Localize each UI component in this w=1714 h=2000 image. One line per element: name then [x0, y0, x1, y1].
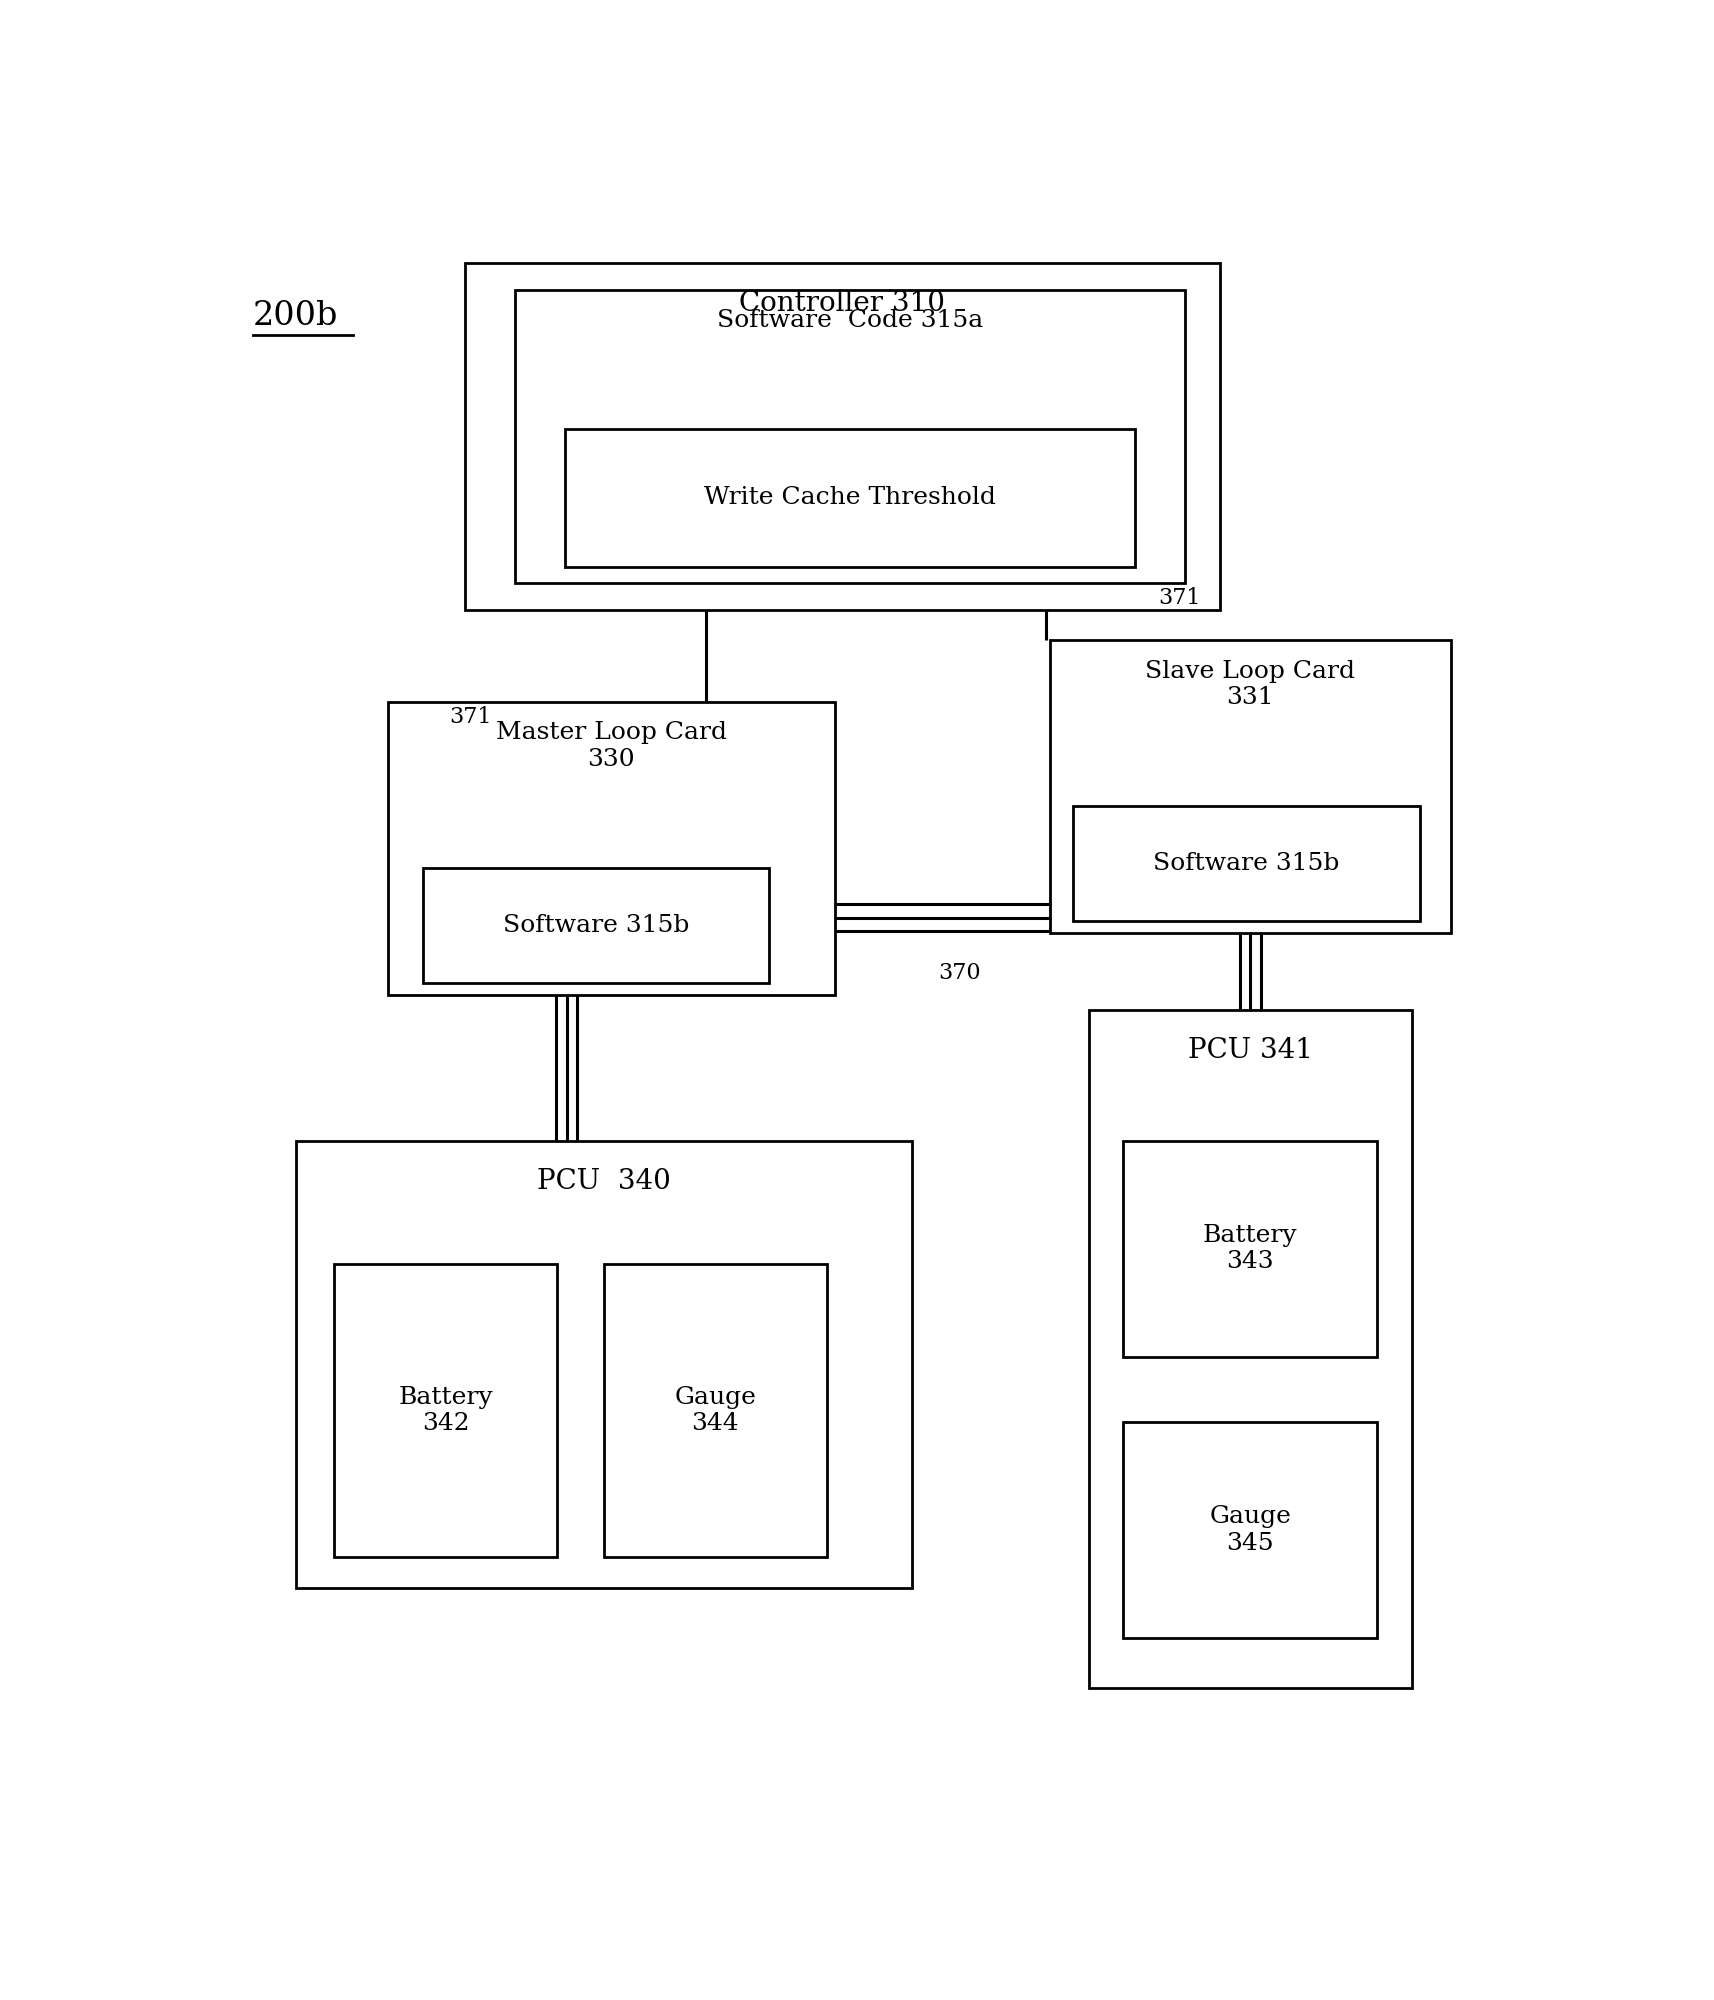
Bar — [334, 1264, 557, 1556]
Bar — [423, 868, 770, 984]
Bar — [603, 1264, 826, 1556]
Bar — [387, 702, 835, 994]
Text: Controller 310: Controller 310 — [739, 290, 944, 318]
Text: Master Loop Card
330: Master Loop Card 330 — [495, 722, 727, 770]
Text: PCU  340: PCU 340 — [536, 1168, 670, 1194]
Bar — [1123, 1422, 1378, 1638]
Bar — [1073, 806, 1419, 922]
Bar — [295, 1140, 912, 1588]
Text: 200b: 200b — [254, 300, 339, 332]
Text: Battery
342: Battery 342 — [398, 1386, 494, 1436]
Text: Slave Loop Card
331: Slave Loop Card 331 — [1145, 660, 1356, 710]
Text: Battery
343: Battery 343 — [1203, 1224, 1297, 1274]
Text: Write Cache Threshold: Write Cache Threshold — [704, 486, 996, 510]
Text: Gauge
344: Gauge 344 — [674, 1386, 756, 1436]
Text: Software  Code 315a: Software Code 315a — [716, 310, 984, 332]
Bar — [514, 290, 1184, 582]
Bar — [1088, 1010, 1412, 1688]
Text: 371: 371 — [1159, 588, 1200, 610]
Text: PCU 341: PCU 341 — [1188, 1036, 1313, 1064]
Text: Software 315b: Software 315b — [502, 914, 689, 936]
Bar — [464, 264, 1220, 610]
Text: Software 315b: Software 315b — [1154, 852, 1340, 876]
Text: Gauge
345: Gauge 345 — [1210, 1504, 1291, 1554]
Bar — [1051, 640, 1450, 932]
Text: 371: 371 — [449, 706, 492, 728]
Text: 370: 370 — [939, 962, 980, 984]
Bar — [566, 428, 1135, 568]
Bar — [1123, 1140, 1378, 1356]
